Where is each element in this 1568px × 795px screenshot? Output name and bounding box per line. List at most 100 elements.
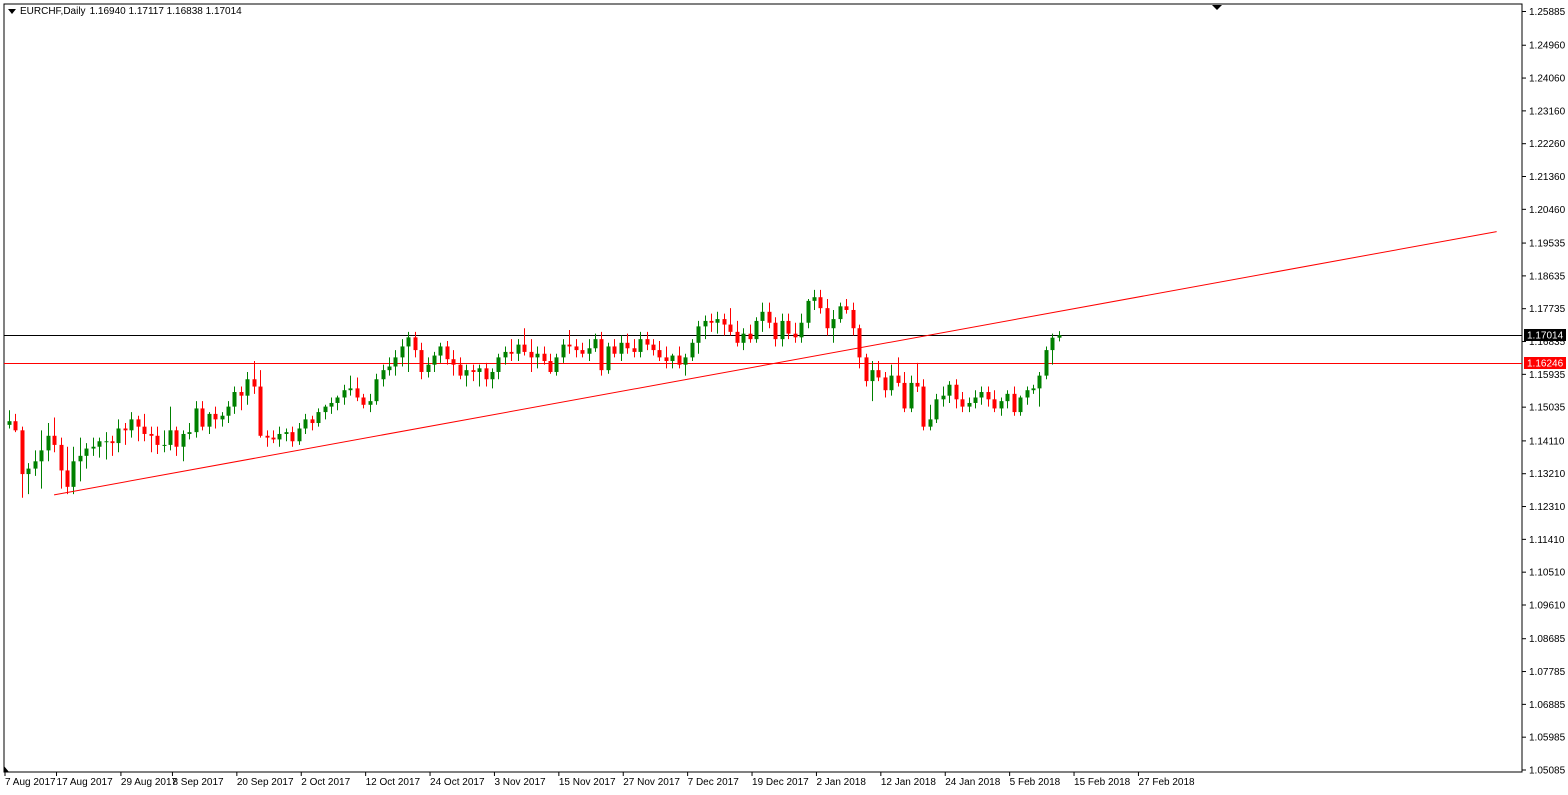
candle-body — [496, 357, 501, 372]
candle-body — [71, 461, 76, 487]
candle — [374, 373, 379, 405]
candle-body — [142, 426, 147, 434]
candle — [116, 419, 121, 453]
price-label-text: 1.17014 — [1527, 330, 1564, 341]
candle-body — [954, 384, 959, 400]
candle — [587, 339, 592, 362]
candle — [464, 364, 469, 387]
candle-body — [703, 320, 708, 327]
candle — [419, 342, 424, 380]
candle-body — [297, 428, 302, 442]
price-tick-label: 1.09610 — [1529, 600, 1566, 611]
price-tick-label: 1.19535 — [1529, 239, 1566, 250]
candle — [316, 408, 321, 427]
candle — [142, 413, 147, 442]
candle — [786, 313, 791, 340]
candle — [999, 397, 1004, 416]
candle-body — [458, 364, 463, 376]
candle-body — [548, 361, 553, 372]
candle — [599, 331, 604, 376]
candle — [638, 331, 643, 358]
candle-body — [632, 348, 637, 352]
candle-body — [348, 388, 353, 391]
candle-body — [406, 337, 411, 347]
price-label-box — [1524, 356, 1566, 369]
plot-area[interactable] — [3, 3, 1523, 773]
candle-body — [651, 344, 656, 351]
candle — [516, 339, 521, 362]
candle-body — [509, 351, 514, 354]
time-tick-label: 7 Dec 2017 — [688, 777, 740, 788]
candle — [831, 309, 836, 343]
candle — [477, 364, 482, 387]
candle — [535, 346, 540, 369]
candle — [393, 350, 398, 376]
candle — [33, 450, 38, 476]
candle — [703, 315, 708, 340]
price-tick-label: 1.20460 — [1529, 205, 1566, 216]
candle — [870, 361, 875, 402]
candle-body — [381, 370, 386, 380]
candle-body — [129, 419, 134, 431]
time-tick-label: 2 Oct 2017 — [301, 777, 350, 788]
time-tick-label: 5 Feb 2018 — [1010, 777, 1061, 788]
price-tick-label: 1.24060 — [1529, 74, 1566, 85]
candle-body — [664, 357, 669, 362]
candle — [84, 443, 89, 469]
candle-body — [864, 357, 869, 382]
dropdown-arrow-icon[interactable] — [8, 9, 16, 14]
price-tick-label: 1.16835 — [1529, 337, 1566, 348]
candle — [864, 353, 869, 387]
candle — [767, 302, 772, 329]
shift-marker-icon[interactable] — [1212, 5, 1222, 10]
price-tick-label: 1.13210 — [1529, 469, 1566, 480]
candle — [335, 395, 340, 411]
candle — [554, 353, 559, 376]
trendline[interactable] — [53, 231, 1497, 496]
candle — [91, 437, 96, 456]
candle — [413, 331, 418, 358]
candle-body — [374, 379, 379, 402]
candle-body — [934, 399, 939, 420]
current-price-label: 1.17014 — [1524, 328, 1566, 341]
candle-body — [33, 461, 38, 469]
candle — [896, 357, 901, 387]
price-axis[interactable]: 1.25885 1.24960 1.24060 1.23160 1.22260 1.213… — [1522, 7, 1566, 777]
price-tick-label: 1.06885 — [1529, 700, 1566, 711]
trendline-layer[interactable] — [53, 231, 1497, 496]
candle-body — [1057, 335, 1062, 338]
candle — [342, 384, 347, 405]
candle-body — [361, 397, 366, 405]
candle-body — [645, 339, 650, 345]
candle — [136, 415, 141, 442]
candle-body — [973, 397, 978, 403]
candle — [522, 328, 527, 356]
candle — [812, 289, 817, 310]
candle-body — [400, 346, 405, 358]
horizontal-lines — [4, 335, 1522, 364]
candle-body — [599, 339, 604, 371]
candle-body — [393, 357, 398, 367]
candle-body — [503, 351, 508, 358]
time-tick-label: 24 Jan 2018 — [945, 777, 1000, 788]
candle-body — [722, 319, 727, 325]
candle-body — [65, 470, 70, 487]
candle — [670, 353, 675, 369]
candle — [915, 362, 920, 393]
candle-body — [174, 430, 179, 447]
candle-body — [97, 441, 102, 447]
time-tick-label: 8 Sep 2017 — [172, 777, 224, 788]
candle — [902, 371, 907, 413]
candle-body — [445, 346, 450, 360]
candle — [1025, 386, 1030, 405]
candle-body — [13, 421, 18, 431]
candle-body — [799, 322, 804, 338]
candle — [39, 430, 44, 489]
candle — [426, 357, 431, 378]
candle — [645, 331, 650, 351]
candle-body — [258, 386, 263, 436]
candle-body — [941, 395, 946, 400]
candle — [735, 320, 740, 347]
